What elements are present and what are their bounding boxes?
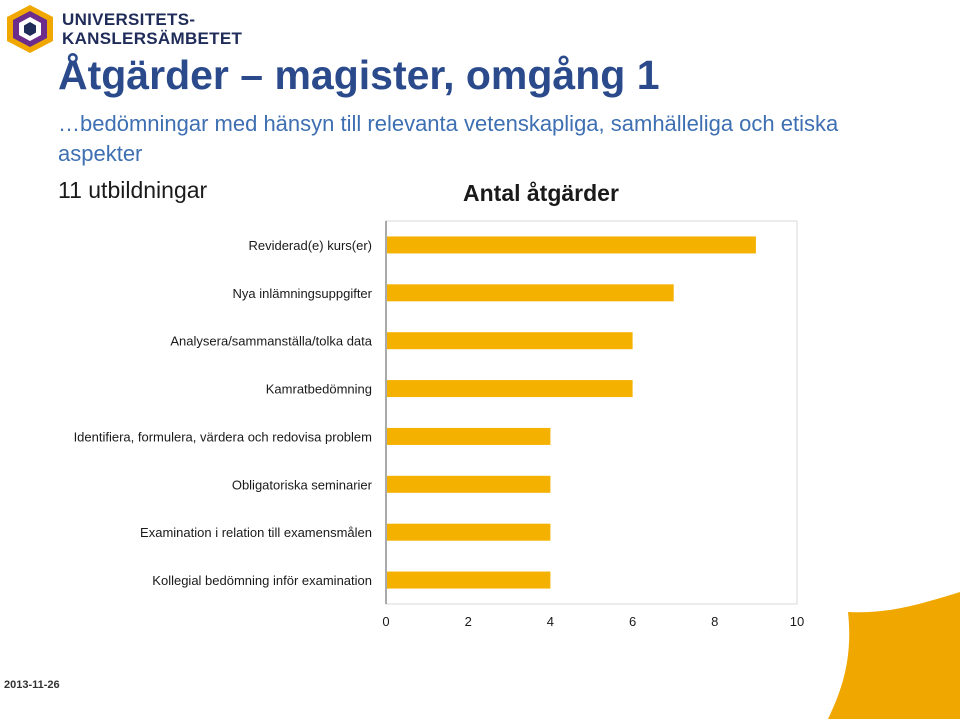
category-label: Kamratbedömning [266, 382, 372, 397]
chart-title: Antal åtgärder [463, 180, 619, 206]
x-tick-label: 0 [382, 614, 389, 629]
category-label: Reviderad(e) kurs(er) [248, 238, 372, 253]
footer-date: 2013-11-26 [4, 679, 60, 691]
x-tick-label: 4 [547, 614, 554, 629]
x-tick-label: 10 [790, 614, 804, 629]
universitetskanslersambetet-logo-icon [7, 5, 53, 53]
x-tick-label: 8 [711, 614, 718, 629]
page-title: Åtgärder – magister, omgång 1 [58, 52, 660, 98]
category-label: Kollegial bedömning inför examination [152, 573, 372, 588]
bar [387, 380, 633, 398]
bar [387, 427, 551, 445]
category-label: Analysera/sammanställa/tolka data [170, 334, 372, 349]
logo-wordmark: UNIVERSITETS- KANSLERSÄMBETET [62, 10, 242, 48]
category-label: Identifiera, formulera, värdera och redo… [74, 429, 372, 444]
category-label: Examination i relation till examensmålen [140, 525, 372, 540]
bar [387, 236, 756, 254]
bar [387, 284, 674, 302]
bar [387, 523, 551, 541]
x-tick-label: 6 [629, 614, 636, 629]
logo-line-1: UNIVERSITETS- [62, 10, 196, 29]
category-label: Nya inlämningsuppgifter [233, 286, 373, 301]
category-label: Obligatoriska seminarier [232, 477, 373, 492]
bar [387, 571, 551, 589]
program-count: 11 utbildningar [58, 177, 208, 203]
logo-line-2: KANSLERSÄMBETET [62, 29, 243, 48]
bar [387, 475, 551, 493]
x-tick-label: 2 [465, 614, 472, 629]
bar [387, 332, 633, 350]
page-subtitle: …bedömningar med hänsyn till relevanta v… [58, 111, 839, 166]
